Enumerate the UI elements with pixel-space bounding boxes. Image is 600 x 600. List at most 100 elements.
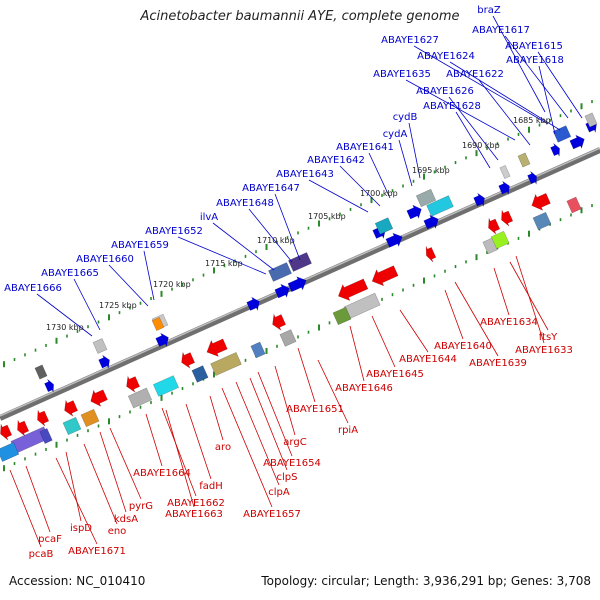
reverse-leader-line xyxy=(9,469,42,548)
reverse-gene-arrow xyxy=(181,351,196,369)
reverse-gene-arrow xyxy=(37,410,50,427)
reverse-leader-line xyxy=(249,377,288,471)
forward-gene-block xyxy=(552,125,572,143)
forward-gene-label: braZ xyxy=(477,5,501,16)
forward-gene-label: ABAYE1624 xyxy=(417,51,475,62)
reverse-leader-line xyxy=(209,395,224,441)
reverse-leader-line xyxy=(235,381,280,486)
forward-leader-line xyxy=(143,250,155,301)
reverse-gene-arrow xyxy=(371,265,399,287)
reverse-gene-label: ABAYE1639 xyxy=(469,358,527,369)
reverse-leader-line xyxy=(145,413,163,467)
reverse-gene-arrow xyxy=(425,246,437,263)
forward-gene-label: ABAYE1615 xyxy=(505,41,563,52)
reverse-leader-line xyxy=(493,267,510,316)
forward-gene-label: ABAYE1635 xyxy=(373,69,431,80)
forward-gene-arrow xyxy=(155,332,169,348)
reverse-leader-line xyxy=(515,255,545,344)
reverse-leader-line xyxy=(165,409,195,508)
scale-label: 1725 kbp xyxy=(99,301,137,310)
forward-gene-arrow xyxy=(44,379,54,393)
genome-stats-text: Topology: circular; Length: 3,936,291 bp… xyxy=(261,574,591,588)
forward-gene-label: ABAYE1622 xyxy=(446,69,504,80)
reverse-gene-arrow xyxy=(17,420,30,437)
forward-gene-label: ABAYE1652 xyxy=(145,226,203,237)
reverse-leader-line xyxy=(109,427,142,500)
forward-leader-line xyxy=(36,293,93,337)
forward-gene-block xyxy=(34,364,48,380)
reverse-gene-block xyxy=(39,428,53,444)
reverse-leader-line xyxy=(444,289,464,340)
reverse-leader-line xyxy=(297,347,316,403)
accession-text: Accession: NC_010410 xyxy=(9,574,146,588)
forward-gene-block xyxy=(288,252,312,272)
reverse-leader-line xyxy=(349,325,365,382)
forward-gene-block xyxy=(151,317,165,331)
forward-gene-arrow xyxy=(274,283,290,299)
forward-gene-arrow xyxy=(246,296,260,312)
reverse-leader-line xyxy=(99,431,127,513)
reverse-leader-line xyxy=(274,365,296,436)
scale-label: 1715 kbp xyxy=(205,259,243,268)
reverse-gene-block xyxy=(250,341,266,359)
forward-gene-arrow xyxy=(385,232,403,248)
forward-leader-line xyxy=(413,45,549,125)
forward-leader-line xyxy=(339,165,381,207)
reverse-gene-arrow xyxy=(64,399,79,417)
reverse-leader-line xyxy=(371,315,396,368)
forward-leader-line xyxy=(449,61,561,131)
reverse-leader-line xyxy=(25,465,51,533)
reverse-gene-label: argC xyxy=(283,437,306,448)
reverse-gene-arrow xyxy=(488,218,501,235)
reverse-gene-arrow xyxy=(126,375,141,393)
forward-leader-line xyxy=(368,152,391,199)
forward-gene-block xyxy=(374,217,394,235)
reverse-leader-line xyxy=(257,371,293,457)
reverse-gene-label: ABAYE1651 xyxy=(286,404,344,415)
forward-leader-line xyxy=(408,122,421,179)
reverse-leader-line xyxy=(185,403,212,480)
forward-gene-block xyxy=(584,112,598,128)
reverse-gene-label: ABAYE1654 xyxy=(263,458,321,469)
forward-leader-line xyxy=(537,51,583,119)
forward-leader-line xyxy=(405,79,516,141)
reverse-gene-label: rpiA xyxy=(338,425,358,436)
forward-leader-line xyxy=(492,15,546,113)
forward-gene-arrow xyxy=(498,180,510,196)
scale-label: 1690 kbp xyxy=(462,141,500,150)
forward-leader-line xyxy=(73,278,101,331)
reverse-gene-block xyxy=(62,416,82,436)
map-title: Acinetobacter baumannii AYE, complete ge… xyxy=(140,9,460,24)
reverse-gene-label: ABAYE1662 xyxy=(167,498,225,509)
forward-gene-arrow xyxy=(98,354,110,370)
reverse-gene-label: clpS xyxy=(277,472,298,483)
scale-label: 1695 kbp xyxy=(412,166,450,175)
reverse-gene-block xyxy=(532,211,552,231)
forward-gene-block xyxy=(268,262,292,282)
forward-gene-arrow xyxy=(569,134,585,150)
reverse-gene-block xyxy=(482,237,498,255)
forward-gene-label: ABAYE1626 xyxy=(416,86,474,97)
reverse-gene-label: ABAYE1633 xyxy=(515,345,573,356)
gene-layer xyxy=(0,112,598,462)
scale-label: 1730 kbp xyxy=(46,323,84,332)
reverse-gene-label: ftsY xyxy=(539,332,558,343)
reverse-gene-label: ABAYE1640 xyxy=(434,341,492,352)
reverse-gene-block xyxy=(279,329,297,347)
forward-gene-label: ABAYE1647 xyxy=(242,183,300,194)
reverse-leader-line xyxy=(317,359,349,424)
reverse-gene-label: ispD xyxy=(70,523,92,534)
forward-gene-arrow xyxy=(473,192,485,208)
reverse-gene-label: ABAYE1664 xyxy=(133,468,191,479)
forward-leader-line xyxy=(248,208,293,263)
forward-gene-arrow xyxy=(287,276,307,293)
forward-leader-line xyxy=(538,65,556,135)
forward-gene-label: ABAYE1643 xyxy=(276,169,334,180)
forward-gene-label: ilvA xyxy=(200,212,218,223)
forward-gene-arrow xyxy=(406,204,422,220)
reverse-gene-block xyxy=(0,442,20,462)
forward-leader-line xyxy=(504,35,569,119)
reverse-gene-label: ABAYE1646 xyxy=(335,383,393,394)
reverse-leader-line xyxy=(55,457,98,545)
